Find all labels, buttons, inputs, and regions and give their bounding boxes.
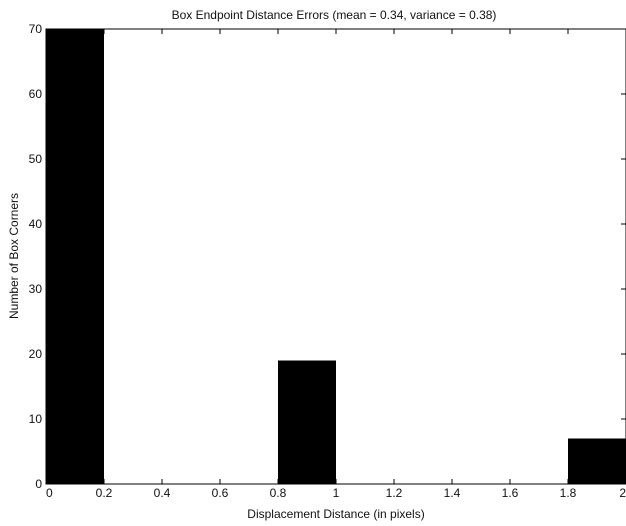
x-axis-label: Displacement Distance (in pixels) [247,507,424,521]
y-tick-label-5: 50 [29,152,43,166]
x-tick-label-7: 1.4 [444,486,461,500]
x-tick-label-10: 2 [619,486,626,500]
x-tick-label-8: 1.6 [502,486,519,500]
x-tick-label-1: 0.2 [96,486,113,500]
y-axis-label: Number of Box Corners [7,193,21,319]
x-tick-label-4: 0.8 [270,486,287,500]
x-tick-label-0: 0 [46,486,53,500]
x-tick-label-2: 0.4 [154,486,171,500]
bars-layer [46,29,626,484]
y-tick-label-0: 0 [35,477,42,491]
x-tick-label-9: 1.8 [560,486,577,500]
x-tick-label-6: 1.2 [386,486,403,500]
y-tick-label-6: 60 [29,87,43,101]
histogram-bar-0 [46,29,104,484]
histogram-bar-1 [278,360,336,484]
y-tick-label-3: 30 [29,282,43,296]
ticks-layer: 0 0.2 0.4 0.6 0.8 1 1.2 1.4 1.6 1.8 20102030405060… [29,22,626,500]
y-tick-label-7: 70 [29,22,43,36]
x-tick-label-3: 0.6 [212,486,229,500]
y-tick-label-1: 10 [29,412,43,426]
chart-title: Box Endpoint Distance Errors (mean = 0.3… [172,8,497,22]
x-tick-label-5: 1 [333,486,340,500]
histogram-bar-2 [568,438,626,484]
y-tick-label-2: 20 [29,347,43,361]
y-tick-label-4: 40 [29,217,43,231]
plot-area: 0 0.2 0.4 0.6 0.8 1 1.2 1.4 1.6 1.8 20102030405060… [29,22,626,500]
